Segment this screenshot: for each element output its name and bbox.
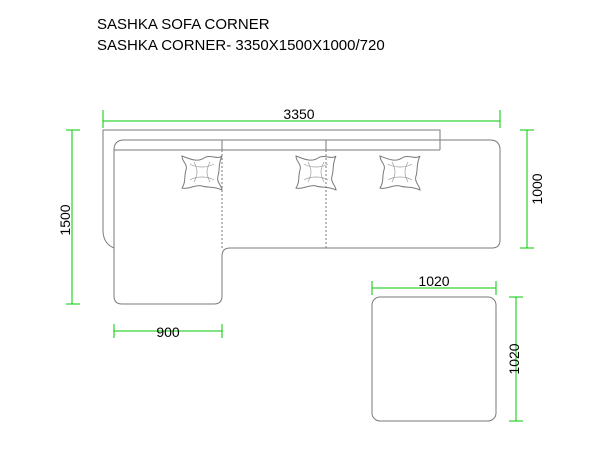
title-block: SASHKA SOFA CORNER SASHKA CORNER- 3350X1… <box>97 14 385 56</box>
cushion-icon <box>379 155 421 191</box>
cushion-icon <box>295 155 337 191</box>
drawing-title: SASHKA SOFA CORNER <box>97 16 270 33</box>
ottoman <box>371 296 497 422</box>
dim-ottoman-width: 1020 <box>418 273 449 289</box>
sofa-outline <box>102 129 501 305</box>
dim-ottoman-depth: 1020 <box>506 343 522 374</box>
dim-right-depth: 1000 <box>529 173 545 204</box>
drawing-subtitle: SASHKA CORNER- 3350X1500X1000/720 <box>97 37 385 54</box>
dim-overall-width: 3350 <box>283 106 314 122</box>
dim-chaise-width: 900 <box>156 324 180 340</box>
dimension-lines <box>66 110 534 422</box>
backrest-line <box>113 130 441 248</box>
dim-overall-depth: 1500 <box>57 204 73 235</box>
cushion-icon <box>181 155 223 191</box>
sofa-plan <box>102 129 501 305</box>
